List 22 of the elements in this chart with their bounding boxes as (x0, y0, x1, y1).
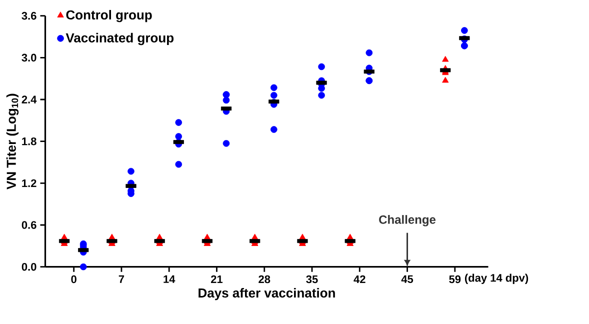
x-tick-label: 28 (258, 275, 270, 284)
x-tick-label: 45 (401, 275, 414, 284)
y-axis-title: VN Titer (Log$_{10}$) (6, 94, 19, 190)
y-tick-label: 3.6 (22, 12, 36, 20)
y-tick-label: 0.0 (22, 262, 36, 271)
y-tick-label: 1.8 (22, 137, 36, 146)
x-tick-label: 0 (71, 275, 76, 284)
x-tick-label: 59 (449, 275, 461, 284)
text: (day 14 dpv) (464, 274, 528, 284)
y-tick-label: 1.2 (22, 179, 36, 187)
legend-label: Vaccinated group (66, 32, 174, 46)
x-tick-label: 21 (210, 275, 223, 284)
x-tick-label: 14 (164, 275, 176, 283)
x-axis-title: Days after vaccination (198, 288, 335, 300)
annotation: Challenge (379, 215, 436, 226)
y-tick-label: 0.6 (22, 221, 36, 229)
y-tick-label: 2.4 (22, 96, 37, 104)
x-tick-label: 42 (354, 275, 366, 284)
legend-label: Control group (66, 10, 152, 22)
x-tick-label: 35 (306, 275, 318, 284)
x-tick-label: 7 (118, 275, 124, 283)
y-tick-label: 3.0 (22, 54, 36, 62)
